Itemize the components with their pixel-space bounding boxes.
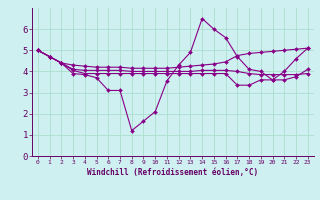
X-axis label: Windchill (Refroidissement éolien,°C): Windchill (Refroidissement éolien,°C) (87, 168, 258, 177)
